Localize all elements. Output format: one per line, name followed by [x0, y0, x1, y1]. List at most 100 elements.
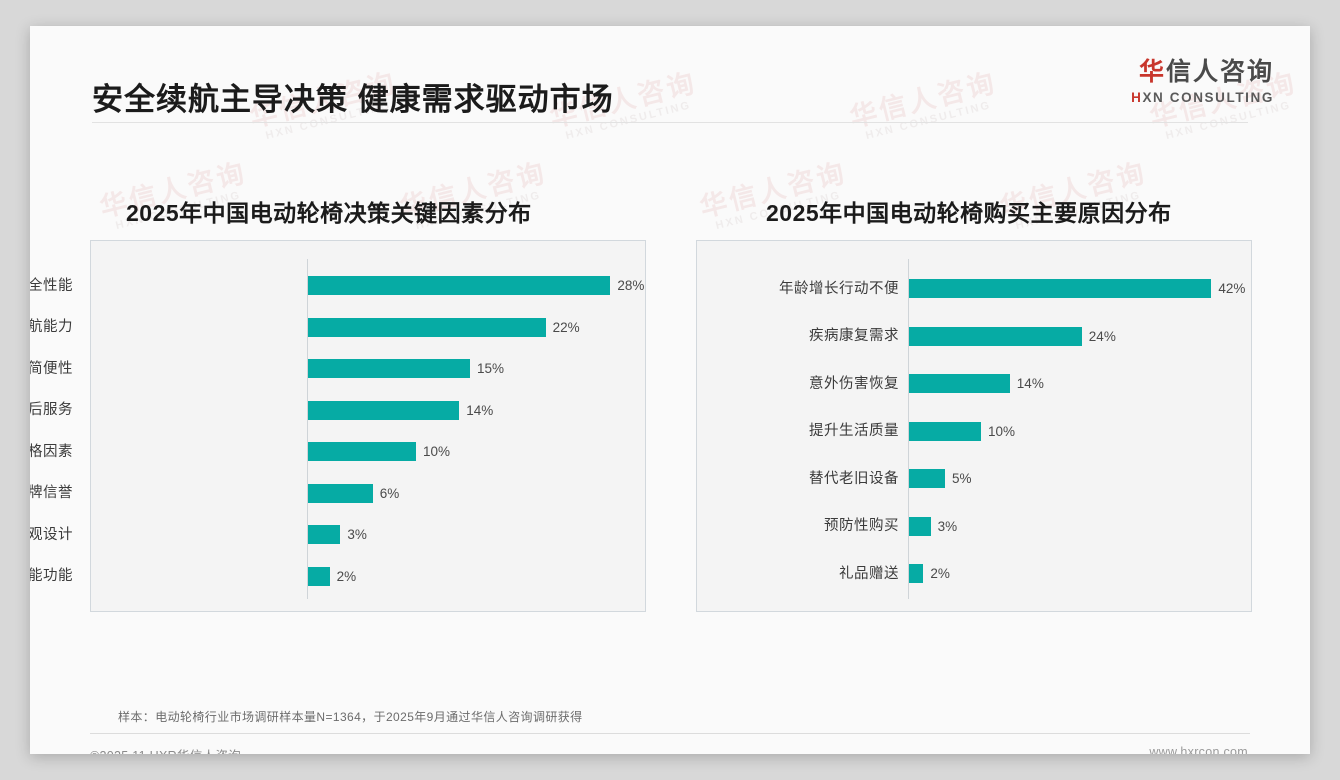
bar-row: 疾病康复需求 24%	[697, 313, 1251, 361]
bar-category-label: 意外伤害恢复	[809, 375, 899, 392]
bar-row: 礼品赠送 2%	[697, 550, 1251, 598]
bar-wrapper: 22%	[308, 317, 580, 337]
bar-wrapper: 42%	[909, 279, 1246, 299]
bar-value-label: 3%	[937, 518, 958, 534]
bar-value-label: 22%	[552, 319, 580, 335]
page-title: 安全续航主导决策 健康需求驱动市场	[92, 82, 614, 117]
bar-category-label: 售后服务	[30, 402, 73, 418]
bar-row: 价格因素 10%	[30, 431, 645, 473]
bar-category-label: 安全性能	[30, 277, 73, 294]
logo-en-rest-chars: XN CONSULTING	[1142, 90, 1274, 105]
bar-wrapper: 14%	[308, 400, 494, 420]
bar-wrapper: 10%	[909, 421, 1016, 441]
bar-category-label: 礼品赠送	[839, 565, 899, 582]
bar-category-label: 价格因素	[30, 443, 73, 460]
bar-value-label: 28%	[617, 278, 645, 293]
bar	[308, 400, 460, 420]
bar-wrapper: 2%	[909, 564, 950, 584]
bar-row: 年龄增长行动不便 42%	[697, 265, 1251, 313]
left-chart-panel: 安全性能 28% 续航能力 22% 操作简便性 15% 售后服务 14% 价格因素 10% 品牌信誉…	[30, 240, 646, 612]
bar-row: 售后服务 14%	[30, 390, 645, 432]
bar-value-label: 3%	[347, 527, 367, 542]
left-axis-line	[307, 259, 308, 599]
bar-category-label: 提升生活质量	[809, 423, 899, 439]
bar	[308, 525, 341, 545]
bar-row: 品牌信誉 6%	[30, 473, 645, 515]
bar-row: 操作简便性 15%	[30, 348, 645, 390]
bar-value-label: 14%	[466, 402, 494, 418]
bar-category-label: 预防性购买	[824, 518, 899, 534]
footer-divider	[90, 733, 1250, 734]
right-chart-title: 2025年中国电动轮椅购买主要原因分布	[766, 200, 1172, 226]
bar-wrapper: 28%	[308, 276, 645, 296]
sample-footnote: 样本：电动轮椅行业市场调研样本量N=1364，于2025年9月通过华信人咨询调研…	[118, 710, 583, 724]
logo-accent-char: 华	[1138, 58, 1166, 86]
bar-wrapper: 2%	[308, 566, 357, 586]
bar-value-label: 5%	[952, 471, 972, 486]
company-logo: 华信人咨询 HXN CONSULTING	[1131, 60, 1274, 106]
bar-value-label: 6%	[379, 485, 400, 501]
bar	[909, 326, 1082, 346]
logo-english-text: HXN CONSULTING	[1131, 90, 1274, 105]
header-divider	[92, 122, 1248, 123]
right-plot-area: 年龄增长行动不便 42% 疾病康复需求 24% 意外伤害恢复 14% 提升生活质量 10% 替代…	[697, 241, 1251, 611]
bar-wrapper: 6%	[308, 483, 400, 503]
left-chart-title: 2025年中国电动轮椅决策关键因素分布	[126, 200, 532, 226]
bar	[308, 566, 330, 586]
logo-en-accent-char: H	[1131, 90, 1143, 105]
bar-row: 意外伤害恢复 14%	[697, 360, 1251, 408]
bar-row: 替代老旧设备 5%	[697, 455, 1251, 503]
bar-value-label: 42%	[1218, 281, 1246, 296]
bar-category-label: 智能功能	[30, 568, 73, 584]
slide-header: 安全续航主导决策 健康需求驱动市场 华信人咨询 HXN CONSULTING	[30, 26, 1310, 123]
bar-value-label: 14%	[1016, 376, 1044, 391]
bar	[909, 279, 1212, 299]
bar-value-label: 15%	[477, 361, 505, 376]
bar	[909, 516, 931, 536]
bar	[308, 276, 611, 296]
bar-value-label: 2%	[930, 566, 950, 581]
bar-row: 预防性购买 3%	[697, 503, 1251, 551]
bar-wrapper: 24%	[909, 326, 1116, 346]
bar-value-label: 2%	[336, 568, 357, 584]
bar-wrapper: 15%	[308, 359, 505, 379]
bar	[308, 317, 546, 337]
bar-category-label: 品牌信誉	[30, 485, 73, 501]
bar-category-label: 替代老旧设备	[809, 470, 899, 487]
bar-row: 外观设计 3%	[30, 514, 645, 556]
bar-category-label: 外观设计	[30, 526, 73, 543]
bar-row: 安全性能 28%	[30, 265, 645, 307]
bar	[308, 359, 470, 379]
footer-copyright: ©2025.11 HXR华信人咨询	[90, 745, 241, 754]
bar-value-label: 24%	[1088, 328, 1116, 344]
bar-row: 智能功能 2%	[30, 556, 645, 598]
bar	[308, 483, 373, 503]
bar-category-label: 年龄增长行动不便	[779, 280, 899, 297]
bar-value-label: 10%	[988, 423, 1016, 439]
logo-chinese-text: 华信人咨询	[1131, 60, 1274, 85]
bar-category-label: 续航能力	[30, 319, 73, 335]
bar	[909, 421, 981, 441]
bar	[308, 442, 416, 462]
right-axis-line	[908, 259, 909, 599]
bar-wrapper: 3%	[909, 516, 958, 536]
footer-website[interactable]: www.hxrcon.com	[1149, 745, 1248, 754]
bar-row: 续航能力 22%	[30, 307, 645, 349]
logo-rest-chars: 信人咨询	[1165, 58, 1274, 86]
right-bar-rows: 年龄增长行动不便 42% 疾病康复需求 24% 意外伤害恢复 14% 提升生活质量 10% 替代…	[697, 265, 1251, 598]
bar-value-label: 10%	[423, 444, 451, 459]
bar-category-label: 疾病康复需求	[809, 328, 899, 344]
bar-wrapper: 14%	[909, 374, 1044, 394]
bar	[909, 564, 924, 584]
bar-row: 提升生活质量 10%	[697, 408, 1251, 456]
bar	[909, 469, 945, 489]
left-bar-rows: 安全性能 28% 续航能力 22% 操作简便性 15% 售后服务 14% 价格因素 10% 品牌信誉…	[30, 265, 645, 598]
right-chart-panel: 年龄增长行动不便 42% 疾病康复需求 24% 意外伤害恢复 14% 提升生活质量 10% 替代…	[696, 240, 1252, 612]
left-plot-area: 安全性能 28% 续航能力 22% 操作简便性 15% 售后服务 14% 价格因素 10% 品牌信誉…	[30, 241, 645, 611]
bar-wrapper: 10%	[308, 442, 451, 462]
bar-wrapper: 3%	[308, 525, 367, 545]
bar-wrapper: 5%	[909, 469, 972, 489]
slide: 华信人咨询 HXN CONSULTING 华信人咨询 HXN CONSULTING 华信…	[30, 26, 1310, 754]
bar	[909, 374, 1010, 394]
bar-category-label: 操作简便性	[30, 360, 73, 377]
